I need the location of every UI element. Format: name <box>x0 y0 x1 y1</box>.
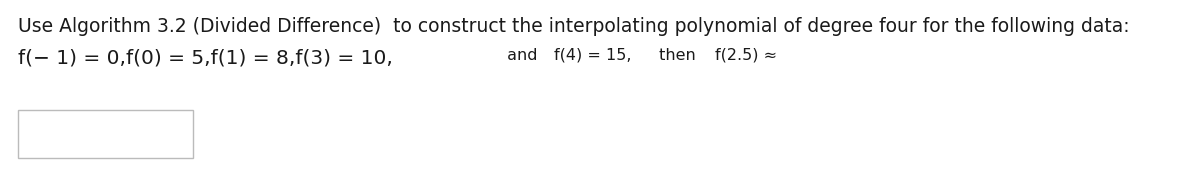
Text: f(− 1) = 0,f(0) = 5,f(1) = 8,f(3) = 10,: f(− 1) = 0,f(0) = 5,f(1) = 8,f(3) = 10, <box>18 49 392 68</box>
Text: and: and <box>502 48 542 63</box>
Bar <box>18 110 193 158</box>
Text: then: then <box>654 48 701 63</box>
Text: f(4) = 15,: f(4) = 15, <box>554 48 631 63</box>
Text: Use Algorithm 3.2 (Divided Difference)  to construct the interpolating polynomia: Use Algorithm 3.2 (Divided Difference) t… <box>18 17 1129 36</box>
Text: f(2.5) ≈: f(2.5) ≈ <box>715 48 776 63</box>
